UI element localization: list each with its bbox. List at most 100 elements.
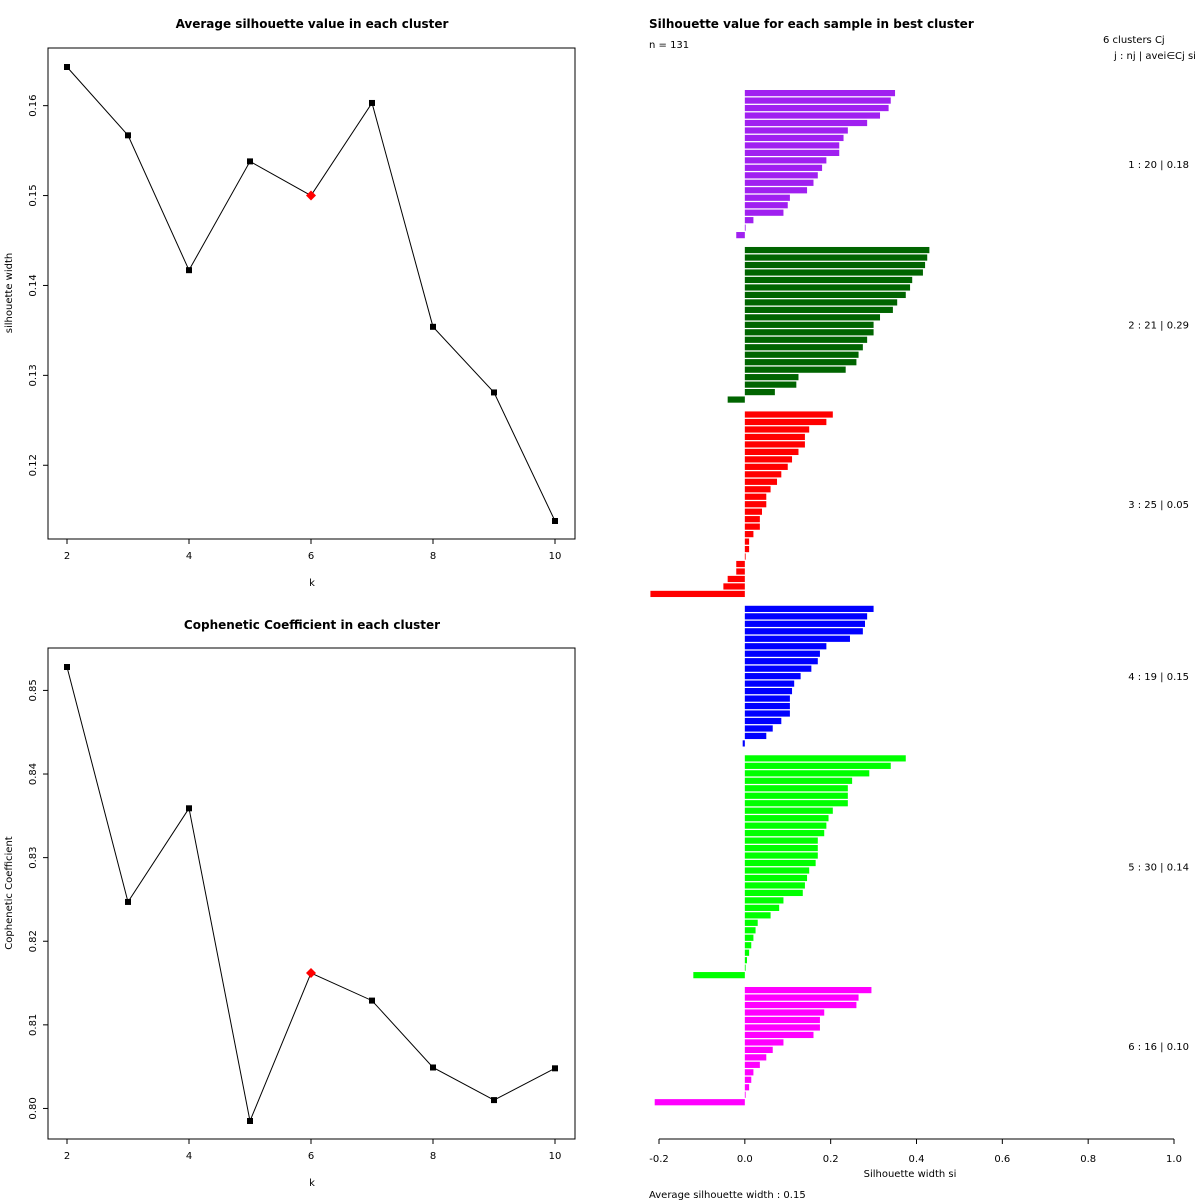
silhouette-bar-cluster-5 [744, 777, 853, 784]
bar-x-tick-label: 0.2 [823, 1154, 839, 1165]
silhouette-bar-cluster-4 [744, 688, 793, 695]
silhouette-bar-cluster-5 [744, 844, 818, 852]
silhouette-bar-cluster-3 [744, 426, 810, 433]
bar-x-tick-label: 0.8 [1080, 1154, 1096, 1165]
silhouette-bar-cluster-5 [744, 770, 870, 777]
silhouette-bar-cluster-3 [744, 508, 762, 515]
silhouette-x-tick-label: 8 [430, 551, 436, 562]
silhouette-point [430, 323, 436, 330]
bar-x-tick-label: -0.2 [649, 1154, 669, 1165]
silhouette-bar-cluster-6 [744, 1084, 750, 1091]
silhouette-bar-cluster-2 [744, 291, 906, 299]
silhouette-bar-cluster-6 [744, 1091, 746, 1098]
silhouette-point [64, 64, 70, 70]
silhouette-bar-cluster-6 [744, 1061, 760, 1068]
silhouette-bar-cluster-1 [744, 187, 808, 194]
silhouette-line-chart: Average silhouette value in each cluster… [4, 17, 576, 589]
silhouette-bar-cluster-4 [744, 710, 790, 717]
cophenetic-x-axis-label: k [309, 1178, 315, 1189]
silhouette-bar-cluster-3 [744, 501, 767, 508]
silhouette-bar-cluster-3 [744, 531, 754, 538]
silhouette-bar-cluster-4 [744, 658, 818, 665]
cophenetic-x-ticks: 2 4 6 8 10 [64, 1139, 561, 1162]
cophenetic-point [430, 1064, 436, 1071]
silhouette-bar-cluster-2 [744, 276, 913, 284]
silhouette-bar-cluster-6 [744, 1046, 773, 1053]
silhouette-bar-cluster-1 [744, 172, 818, 179]
silhouette-point [125, 132, 131, 139]
silhouette-bar-cluster-3 [650, 590, 745, 598]
silhouette-y-tick-label: 0.14 [28, 274, 39, 296]
silhouette-bar-cluster-5 [744, 949, 750, 956]
silhouette-point [247, 158, 253, 165]
silhouette-bar-cluster-4 [744, 665, 812, 672]
cophenetic-y-tick-label: 0.80 [28, 1097, 39, 1119]
silhouette-bar-cluster-5 [744, 815, 829, 822]
silhouette-point [369, 99, 375, 106]
silhouette-chart-title: Average silhouette value in each cluster [176, 17, 449, 31]
silhouette-bar-cluster-1 [744, 164, 823, 171]
silhouette-bar-cluster-4 [742, 740, 745, 747]
silhouette-bar-cluster-6 [744, 1009, 825, 1016]
silhouette-bar-cluster-5 [744, 882, 805, 889]
silhouette-bar-cluster-3 [744, 523, 760, 530]
silhouette-bar-cluster-6 [744, 994, 859, 1001]
silhouette-x-axis-label: k [309, 578, 315, 589]
silhouette-bar-cluster-2 [744, 306, 893, 313]
cluster-label-2: 2 : 21 | 0.29 [1128, 320, 1189, 331]
silhouette-bar-cluster-3 [744, 411, 833, 418]
cluster-label-3: 3 : 25 | 0.05 [1128, 500, 1189, 511]
silhouette-bar-cluster-2 [744, 299, 898, 306]
silhouette-bar-cluster-3 [744, 478, 778, 485]
silhouette-bar-cluster-4 [744, 725, 773, 732]
cophenetic-x-tick-label: 4 [186, 1151, 192, 1162]
silhouette-bar-cluster-5 [744, 852, 818, 859]
silhouette-bar-cluster-2 [744, 284, 911, 291]
silhouette-x-ticks: 2 4 6 8 10 [64, 539, 561, 562]
silhouette-bar-cluster-3 [736, 560, 745, 568]
cophenetic-y-tick-label: 0.85 [28, 679, 39, 701]
silhouette-bar-cluster-1 [744, 119, 868, 127]
silhouette-bar-cluster-2 [744, 246, 930, 254]
silhouette-bar-cluster-1 [736, 232, 745, 239]
silhouette-bar-cluster-5 [744, 837, 818, 844]
silhouette-bar-cluster-1 [744, 134, 844, 142]
silhouette-bar-cluster-3 [744, 441, 805, 448]
silhouette-bar-cluster-6 [744, 1069, 754, 1076]
silhouette-bar-cluster-5 [744, 762, 891, 769]
bar-x-ticks: -0.2 0.0 0.2 0.4 0.6 0.8 1.0 [649, 1139, 1182, 1165]
silhouette-bar-cluster-4 [744, 613, 868, 620]
silhouette-bar-cluster-3 [744, 545, 750, 553]
silhouette-bar-cluster-4 [744, 628, 863, 635]
silhouette-y-axis-label: silhouette width [4, 253, 15, 333]
silhouette-bar-cluster-3 [744, 463, 788, 470]
silhouette-bar-cluster-3 [744, 493, 767, 500]
silhouette-bar-cluster-2 [744, 344, 863, 351]
cophenetic-line-chart: Cophenetic Coefficient in each cluster k… [4, 618, 576, 1189]
silhouette-x-tick-label: 4 [186, 551, 192, 562]
silhouette-bar-cluster-3 [744, 448, 799, 455]
silhouette-bar-cluster-6 [744, 1076, 752, 1083]
silhouette-bar-cluster-1 [744, 217, 754, 224]
silhouette-bar-cluster-1 [744, 149, 840, 156]
bar-plot-title: Silhouette value for each sample in best… [649, 17, 974, 31]
silhouette-bar-cluster-5 [744, 912, 771, 919]
silhouette-bar-cluster-1 [744, 209, 784, 216]
silhouette-bar-cluster-4 [744, 717, 782, 725]
silhouette-bar-cluster-4 [744, 605, 874, 612]
silhouette-bar-cluster-3 [744, 516, 760, 523]
silhouette-bar-cluster-5 [744, 822, 827, 829]
cophenetic-point [125, 898, 131, 905]
silhouette-bar-cluster-5 [744, 867, 810, 874]
cluster-labels: 1 : 20 | 0.18 2 : 21 | 0.29 3 : 25 | 0.05 4… [1128, 160, 1189, 1053]
silhouette-bar-cluster-5 [744, 964, 746, 971]
silhouette-bar-cluster-1 [744, 127, 848, 134]
silhouette-bar-cluster-4 [744, 702, 790, 710]
silhouette-bar-cluster-2 [744, 269, 923, 276]
silhouette-bar-cluster-4 [744, 620, 865, 627]
bar-x-tick-label: 0.6 [994, 1154, 1010, 1165]
silhouette-bar-cluster-5 [744, 934, 754, 941]
silhouette-bar-cluster-5 [744, 889, 803, 897]
silhouette-bar-cluster-5 [693, 972, 745, 979]
silhouette-bar-cluster-6 [744, 1031, 814, 1039]
